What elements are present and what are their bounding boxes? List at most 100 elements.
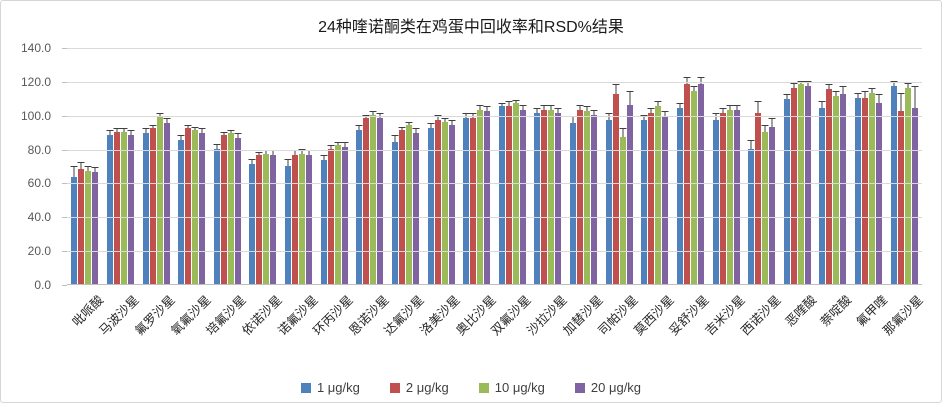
error-bar-cap: [284, 158, 292, 160]
legend-item: 20 μg/kg: [574, 380, 641, 395]
bar-group: [281, 48, 317, 284]
error-bar-line: [878, 94, 880, 103]
error-bar-line: [465, 113, 467, 119]
error-bar-line: [180, 135, 182, 141]
bar: [868, 87, 876, 284]
legend-label: 1 μg/kg: [316, 380, 360, 395]
bar: [640, 114, 648, 284]
bar: [890, 80, 898, 284]
error-bar-line: [821, 101, 823, 108]
error-bar-cap: [220, 131, 228, 133]
error-bar-line: [109, 129, 111, 136]
bar: [554, 107, 562, 284]
bar: [156, 113, 164, 284]
bar: [184, 124, 192, 284]
y-axis: 140.0 120.0 100.0 80.0 60.0 40.0 20.0 0.0: [1, 41, 61, 292]
error-bar-cap: [391, 135, 399, 137]
error-bar-cap: [177, 135, 185, 137]
error-bar-line: [828, 84, 830, 90]
legend-item: 10 μg/kg: [478, 380, 545, 395]
legend-label: 2 μg/kg: [405, 380, 449, 395]
error-bar-line: [187, 124, 189, 129]
bar: [569, 116, 577, 284]
y-axis-tick: [62, 251, 67, 253]
error-bar-line: [871, 87, 873, 93]
bar: [690, 85, 698, 284]
error-bar-line: [657, 101, 659, 107]
error-bar-line: [842, 85, 844, 95]
bar-group: [851, 48, 887, 284]
error-bar-line: [764, 124, 766, 132]
error-bar-cap: [783, 94, 791, 96]
error-bar-line: [543, 104, 545, 110]
bar-group: [815, 48, 851, 284]
error-bar-line: [622, 128, 624, 137]
error-bar-line: [251, 158, 253, 164]
bar: [768, 118, 776, 284]
bar: [605, 113, 613, 284]
bar: [234, 133, 242, 284]
error-bar-line: [664, 111, 666, 117]
error-bar-cap: [234, 133, 242, 135]
bar: [106, 129, 114, 284]
bar: [227, 129, 235, 284]
bar: [113, 128, 121, 284]
error-bar-line: [907, 82, 909, 88]
bar-group: [530, 48, 566, 284]
bar-group: [316, 48, 352, 284]
error-bar-cap: [868, 87, 876, 89]
plot-area: [62, 48, 922, 286]
bar: [291, 150, 299, 284]
legend-item: 1 μg/kg: [300, 380, 360, 395]
error-bar-line: [786, 94, 788, 100]
error-bar-line: [700, 77, 702, 85]
bar: [213, 143, 221, 284]
error-bar-line: [893, 80, 895, 86]
bar-group: [352, 48, 388, 284]
bar-group: [673, 48, 709, 284]
y-tick-label: 100.0: [20, 108, 51, 123]
error-bar-line: [272, 150, 274, 156]
error-bar-line: [430, 123, 432, 129]
error-bar-cap: [626, 91, 634, 93]
error-bar-line: [679, 102, 681, 108]
error-bar-line: [337, 141, 339, 146]
error-bar-cap: [747, 140, 755, 142]
error-bar-cap: [227, 129, 235, 131]
error-bar-line: [358, 124, 360, 130]
y-tick-label: 140.0: [20, 41, 51, 55]
bar: [320, 155, 328, 284]
error-bar-line: [237, 133, 239, 139]
error-bar-cap: [434, 114, 442, 116]
chart-title: 24种喹诺酮类在鸡蛋中回收率和RSD%结果: [318, 19, 624, 36]
error-bar-cap: [854, 92, 862, 94]
error-bar-line: [94, 167, 96, 173]
error-bar-cap: [255, 151, 263, 153]
error-bar-line: [793, 82, 795, 88]
error-bar-line: [323, 155, 325, 161]
error-bar-line: [152, 124, 154, 129]
error-bar-cap: [583, 106, 591, 108]
error-bar-cap: [84, 165, 92, 167]
error-bar-cap: [540, 104, 548, 106]
bar: [754, 101, 762, 284]
bar-group: [210, 48, 246, 284]
bar: [434, 114, 442, 284]
bar: [783, 94, 791, 284]
error-bar-cap: [113, 128, 121, 130]
bar-group: [138, 48, 174, 284]
error-bar-cap: [291, 150, 299, 152]
error-bar-line: [287, 158, 289, 166]
bar: [70, 165, 78, 284]
error-bar-cap: [127, 129, 135, 131]
bar: [191, 126, 199, 284]
bar: [825, 84, 833, 284]
legend-label: 10 μg/kg: [494, 380, 545, 395]
bar: [533, 107, 541, 284]
bar: [198, 128, 206, 284]
bar-group: [245, 48, 281, 284]
bar: [583, 106, 591, 284]
gridline: [67, 183, 922, 185]
error-bar-cap: [569, 116, 577, 118]
error-bar-cap: [839, 85, 847, 87]
